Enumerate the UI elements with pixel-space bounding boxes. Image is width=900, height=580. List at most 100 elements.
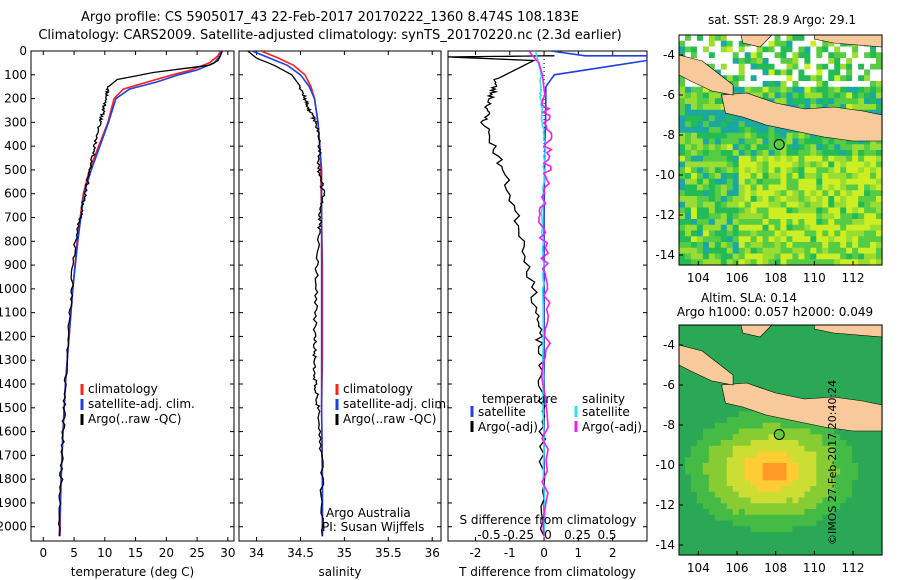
map-cell (684, 463, 692, 470)
map-cell (798, 468, 805, 476)
map-cell (726, 491, 734, 499)
map-cell (762, 330, 770, 338)
legend-label-temperature: climatology (88, 382, 158, 396)
map-cell (756, 138, 764, 145)
map-cell (690, 336, 698, 343)
map-cell (864, 451, 871, 458)
map-cell (870, 178, 877, 186)
map-cell (834, 537, 841, 545)
map-cell (744, 75, 752, 82)
map-cell (738, 457, 746, 464)
map-cell (762, 440, 770, 447)
map-cell (834, 104, 841, 111)
map-cell (679, 434, 686, 441)
map-cell (720, 196, 728, 203)
map-cell (828, 348, 835, 355)
map-cell (762, 445, 770, 453)
map-cell (864, 491, 871, 499)
map-cell (804, 532, 811, 539)
map-cell (702, 457, 710, 464)
map-cell (846, 543, 853, 550)
s-tick-label: 0.25 (564, 528, 591, 542)
map-cell (792, 480, 800, 487)
map-cell (679, 405, 686, 412)
map-cell (708, 155, 716, 163)
map-cell (738, 184, 746, 191)
map-cell (762, 207, 770, 214)
series-line-t-satellite (543, 51, 647, 537)
map-cell (762, 503, 770, 510)
map-cell (780, 520, 788, 527)
map-cell (679, 196, 686, 203)
map-cell (870, 440, 877, 447)
map-cell (720, 342, 728, 349)
map-cell (762, 213, 770, 220)
map-cell (780, 388, 788, 395)
map-cell (780, 207, 788, 214)
map-cell (816, 63, 823, 71)
map-cell (714, 127, 722, 134)
map-cell (744, 491, 752, 499)
map-cell (684, 325, 692, 332)
map-cell (798, 532, 805, 539)
map-cell (684, 388, 692, 395)
map-cell (798, 474, 805, 481)
map-cell (858, 253, 865, 260)
map-cell (798, 242, 805, 249)
map-cell (828, 259, 835, 266)
map-cell (762, 167, 770, 174)
map-cell (786, 167, 794, 174)
map-cell (744, 359, 752, 366)
map-cell (780, 537, 788, 545)
map-cell (816, 388, 823, 395)
map-cell (702, 167, 710, 174)
map-cell (768, 365, 776, 372)
map-cell (702, 259, 710, 266)
map-cell (810, 173, 817, 180)
map-cell (768, 428, 776, 435)
map-cell (846, 178, 853, 186)
map-cell (870, 144, 877, 151)
map-cell (858, 480, 865, 487)
map-cell (714, 167, 722, 174)
map-cell (732, 503, 740, 510)
map-x-tick-label: 106 (726, 271, 749, 285)
map-cell (780, 353, 788, 361)
map-cell (876, 520, 883, 527)
map-cell (798, 178, 805, 186)
map-cell (702, 155, 710, 163)
map-cell (774, 440, 782, 447)
map-cell (852, 371, 859, 378)
map-cell (750, 121, 758, 128)
map-cell (750, 463, 758, 470)
axes-box-salinity (238, 50, 442, 542)
map-cell (738, 451, 746, 458)
map-cell (726, 46, 734, 53)
map-cell (690, 399, 698, 407)
map-cell (702, 503, 710, 510)
map-cell (774, 247, 782, 255)
map-cell (768, 451, 776, 458)
map-cell (768, 526, 776, 533)
map-cell (828, 63, 835, 71)
map-cell (780, 127, 788, 134)
map-cell (714, 342, 722, 349)
map-cell (864, 86, 871, 94)
map-cell (804, 236, 811, 243)
map-cell (846, 58, 853, 65)
map-cell (834, 201, 841, 209)
map-cell (696, 253, 704, 260)
map-cell (864, 219, 871, 226)
map-cell (786, 486, 794, 493)
map-cell (696, 457, 704, 464)
map-cell (876, 445, 883, 453)
map-cell (858, 348, 865, 355)
map-cell (792, 242, 800, 249)
x-tick-label-temperature: 25 (189, 546, 204, 560)
y-tick-label: 0 (19, 44, 27, 58)
map-cell (792, 86, 800, 94)
map-cell (858, 207, 865, 214)
map-cell (810, 394, 817, 401)
map-cell (684, 104, 692, 111)
map-cell (804, 394, 811, 401)
